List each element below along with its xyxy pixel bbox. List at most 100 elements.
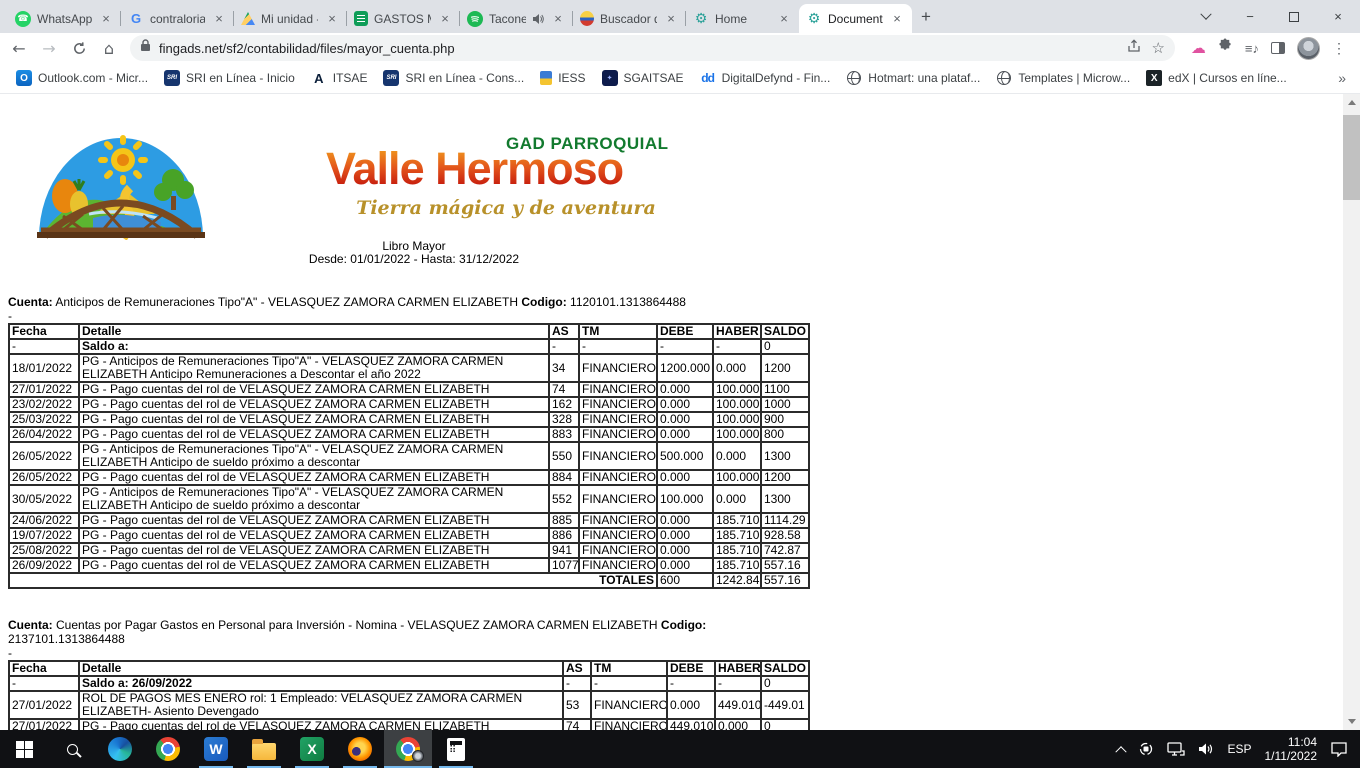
totals-row: TOTALES 600 1242.84 557.16 <box>9 573 809 588</box>
tab-audio-icon[interactable] <box>532 13 544 25</box>
tab-gastos[interactable]: GASTOS MEN × <box>346 4 460 33</box>
bookmark-sri-inicio[interactable]: SRI en Línea - Inicio <box>158 67 301 89</box>
ledger-table-2: Fecha Detalle AS TM DEBE HABER SALDO - S… <box>8 660 810 730</box>
clock-date: 1/11/2022 <box>1264 749 1318 763</box>
tab-whatsapp[interactable]: ☎ WhatsApp × <box>8 4 121 33</box>
scroll-down-arrow[interactable] <box>1343 713 1360 730</box>
digitaldefynd-icon <box>700 70 716 86</box>
report-period: Desde: 01/01/2022 - Hasta: 31/12/2022 <box>308 252 520 266</box>
tab-search-button[interactable] <box>1184 0 1228 33</box>
url-text[interactable]: fingads.net/sf2/contabilidad/files/mayor… <box>159 40 455 56</box>
start-button[interactable] <box>0 730 48 768</box>
reload-button[interactable] <box>66 35 92 61</box>
taskbar-search-button[interactable] <box>48 730 96 768</box>
home-button[interactable]: ⌂ <box>96 35 122 61</box>
google-sheets-icon <box>354 11 368 26</box>
tab-close-icon[interactable]: × <box>215 10 223 26</box>
tab-contraloria[interactable]: contraloria ge × <box>120 4 234 33</box>
excel-icon <box>300 737 324 761</box>
brand-title: Valle Hermoso <box>326 144 686 194</box>
tab-close-icon[interactable]: × <box>328 10 336 26</box>
bookmark-hotmart[interactable]: Hotmart: una plataf... <box>840 67 986 89</box>
chrome-icon <box>156 737 180 761</box>
tab-close-icon[interactable]: × <box>554 10 562 26</box>
account-1-name: Anticipos de Remuneraciones Tipo"A" - VE… <box>55 295 519 309</box>
bookmark-itsae[interactable]: ITSAE <box>305 67 374 89</box>
tab-home[interactable]: ⚙ Home × <box>685 4 799 33</box>
forward-button[interactable]: → <box>36 35 62 61</box>
table-row: 25/03/2022 PG - Pago cuentas del rol de … <box>9 412 809 427</box>
tab-buscador[interactable]: Buscador de × <box>572 4 686 33</box>
bookmark-digitaldefynd[interactable]: DigitalDefynd - Fin... <box>694 67 837 89</box>
weather-extension-icon[interactable]: ☁ <box>1190 39 1206 57</box>
bookmark-sri-consultas[interactable]: SRI en Línea - Cons... <box>377 67 530 89</box>
report-heading: Libro Mayor Desde: 01/01/2022 - Hasta: 3… <box>8 240 820 266</box>
close-button[interactable]: × <box>1334 9 1342 24</box>
tab-close-icon[interactable]: × <box>780 10 788 26</box>
table-row: - Saldo a: 26/09/2022 - - - - 0 <box>9 676 809 691</box>
language-indicator[interactable]: ESP <box>1227 742 1252 756</box>
table-row: 18/01/2022 PG - Anticipos de Remuneracio… <box>9 354 809 382</box>
ledger-table-1: Fecha Detalle AS TM DEBE HABER SALDO - S… <box>8 323 810 589</box>
network-icon[interactable] <box>1167 741 1186 757</box>
gad-valle-hermoso-logo <box>35 118 207 243</box>
tab-close-icon[interactable]: × <box>102 10 110 26</box>
bookmark-iess[interactable]: IESS <box>534 68 591 88</box>
bookmark-sgaitsae[interactable]: SGAITSAE <box>596 67 690 89</box>
windows-taskbar: ESP 11:04 1/11/2022 <box>0 730 1360 768</box>
table-row: 26/04/2022 PG - Pago cuentas del rol de … <box>9 427 809 442</box>
media-list-icon[interactable]: ≡♪ <box>1244 40 1259 56</box>
bookmark-star-icon[interactable]: ☆ <box>1151 39 1165 57</box>
profile-avatar[interactable] <box>1297 36 1320 60</box>
taskbar-firefox[interactable] <box>336 730 384 768</box>
tab-tacones[interactable]: Tacones F × <box>459 4 573 33</box>
browser-menu-icon[interactable]: ⋮ <box>1332 39 1346 56</box>
globe-icon <box>846 70 862 86</box>
brand-supertitle: GAD PARROQUIAL <box>506 134 669 153</box>
taskbar-file-explorer[interactable] <box>240 730 288 768</box>
tab-close-icon[interactable]: × <box>441 10 449 26</box>
extensions-puzzle-icon[interactable] <box>1218 38 1233 58</box>
bookmark-edx[interactable]: edX | Cursos en líne... <box>1140 67 1293 89</box>
back-button[interactable]: ← <box>6 35 32 61</box>
taskbar-chrome[interactable] <box>144 730 192 768</box>
maximize-button[interactable] <box>1272 0 1316 33</box>
address-bar[interactable]: fingads.net/sf2/contabilidad/files/mayor… <box>130 35 1175 61</box>
tab-close-icon[interactable]: × <box>667 10 675 26</box>
account-1-heading: Cuenta: Anticipos de Remuneraciones Tipo… <box>8 295 686 309</box>
new-tab-button[interactable]: + <box>912 3 940 31</box>
taskbar-chrome-active[interactable] <box>384 730 432 768</box>
tab-documento-active[interactable]: ⚙ Documento s × <box>799 4 912 33</box>
table-row: 26/05/2022 PG - Anticipos de Remuneracio… <box>9 442 809 470</box>
taskbar-excel[interactable] <box>288 730 336 768</box>
tab-close-icon[interactable]: × <box>893 10 901 26</box>
screen-capture-icon[interactable] <box>1138 741 1154 757</box>
taskbar-calculator[interactable] <box>432 730 480 768</box>
bookmark-templates[interactable]: Templates | Microw... <box>990 67 1136 89</box>
sgaitsae-icon <box>601 70 618 86</box>
minimize-button[interactable]: − <box>1246 9 1254 24</box>
taskbar-edge[interactable] <box>96 730 144 768</box>
table-row: 27/01/2022 PG - Pago cuentas del rol de … <box>9 382 809 397</box>
volume-icon[interactable] <box>1198 742 1214 756</box>
scrollbar-thumb[interactable] <box>1343 115 1360 200</box>
taskbar-clock[interactable]: 11:04 1/11/2022 <box>1265 735 1318 763</box>
ecuador-emblem-icon <box>580 11 594 26</box>
page-scrollbar[interactable] <box>1343 94 1360 730</box>
system-tray: ESP 11:04 1/11/2022 <box>1115 730 1360 768</box>
table-row: 27/01/2022 ROL DE PAGOS MES ENERO rol: 1… <box>9 691 809 719</box>
action-center-icon[interactable] <box>1330 741 1348 757</box>
table-header-row: Fecha Detalle AS TM DEBE HABER SALDO <box>9 661 809 676</box>
account-1-code: 1120101.1313864488 <box>570 295 686 309</box>
tray-chevron-up-icon[interactable] <box>1115 746 1128 758</box>
side-panel-icon[interactable] <box>1271 42 1285 54</box>
bookmarks-overflow-icon[interactable]: » <box>1338 70 1346 86</box>
table-row: 25/08/2022 PG - Pago cuentas del rol de … <box>9 543 809 558</box>
taskbar-word[interactable] <box>192 730 240 768</box>
share-icon[interactable] <box>1127 38 1141 58</box>
clock-time: 11:04 <box>1287 735 1317 749</box>
bookmark-outlook[interactable]: Outlook.com - Micr... <box>10 67 154 89</box>
tab-mi-unidad[interactable]: Mi unidad - G × <box>233 4 347 33</box>
maximize-icon <box>1289 11 1299 22</box>
scroll-up-arrow[interactable] <box>1343 94 1360 111</box>
